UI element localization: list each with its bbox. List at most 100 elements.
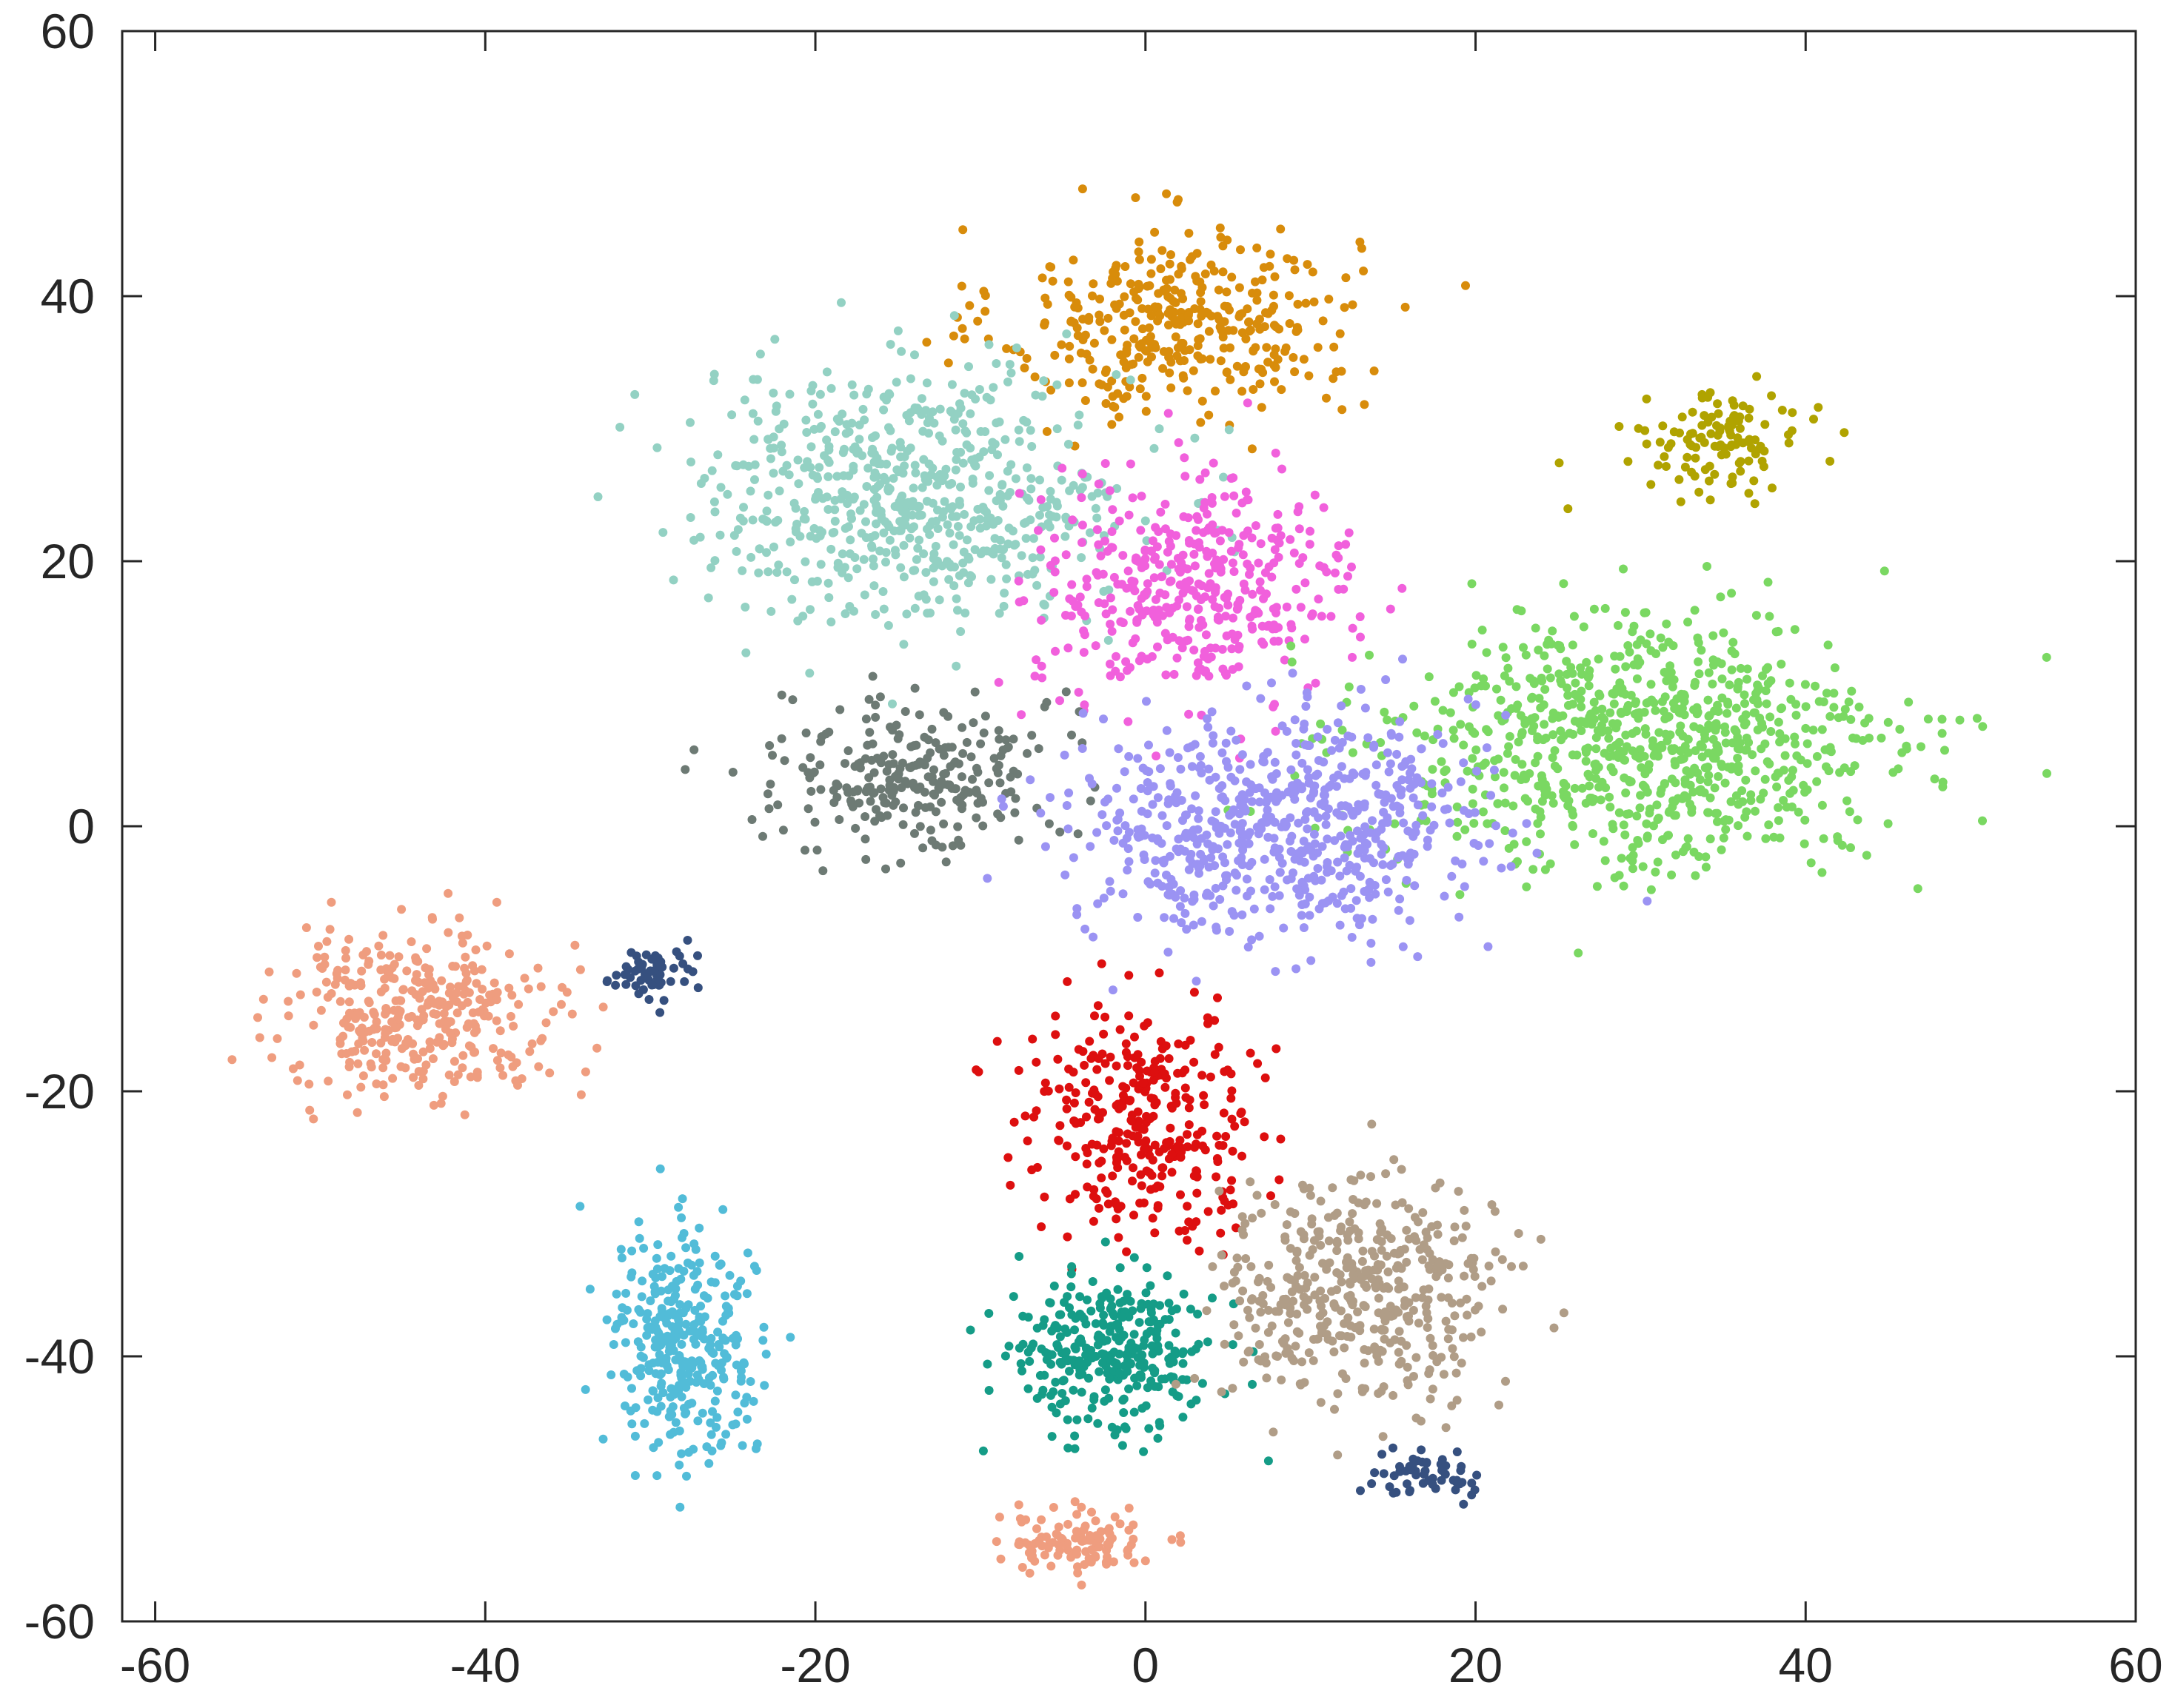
data-point (643, 1323, 652, 1333)
data-point (1082, 1159, 1092, 1169)
data-point (1680, 775, 1690, 785)
data-point (644, 1395, 653, 1404)
data-point (1181, 828, 1191, 838)
data-point (1117, 1441, 1127, 1450)
data-point (952, 512, 961, 521)
data-point (872, 519, 881, 529)
data-point (1663, 736, 1672, 746)
data-point (746, 1377, 755, 1386)
data-point (1238, 550, 1248, 560)
data-point (1474, 841, 1483, 850)
data-point (1280, 346, 1290, 356)
data-point (1263, 1456, 1273, 1466)
data-point (669, 575, 678, 585)
data-point (1056, 1310, 1066, 1319)
data-point (1451, 1485, 1460, 1495)
data-point (1486, 791, 1496, 800)
data-point (1162, 284, 1172, 293)
data-point (1065, 594, 1075, 603)
data-point (1273, 355, 1283, 364)
data-point (1256, 539, 1266, 549)
data-point (1049, 588, 1059, 597)
data-point (896, 858, 906, 868)
data-point (1420, 731, 1429, 741)
data-point (1121, 1039, 1131, 1048)
data-point (962, 737, 972, 747)
data-point (1766, 727, 1776, 736)
data-point (1113, 826, 1123, 836)
data-point (1044, 819, 1054, 828)
data-point (1540, 720, 1549, 729)
data-point (658, 1388, 668, 1398)
data-point (995, 1513, 1004, 1522)
data-point (1226, 726, 1236, 736)
data-point (1233, 603, 1243, 612)
data-point (1550, 746, 1560, 755)
data-point (1026, 484, 1036, 494)
data-point (1606, 743, 1616, 753)
data-point (762, 548, 771, 557)
data-point (1591, 733, 1601, 743)
data-point (769, 542, 778, 552)
data-point (504, 949, 514, 959)
data-point (1751, 611, 1761, 620)
data-point (1019, 596, 1029, 606)
data-point (364, 1026, 374, 1036)
data-point (1978, 722, 1988, 731)
data-point (1437, 1466, 1447, 1476)
data-point (1212, 1131, 1222, 1141)
data-point (1109, 572, 1119, 582)
data-point (928, 498, 938, 508)
data-point (1294, 891, 1304, 900)
data-point (1737, 786, 1747, 795)
data-point (1477, 626, 1487, 634)
data-point (898, 469, 908, 478)
data-point (1085, 1531, 1095, 1540)
data-point (1236, 245, 1245, 255)
data-point (1677, 412, 1687, 422)
data-point (1088, 291, 1097, 301)
data-point (1100, 797, 1109, 807)
data-point (1014, 835, 1023, 845)
data-point (970, 687, 980, 697)
data-point (1410, 881, 1420, 891)
data-point (1267, 678, 1276, 688)
data-point (1522, 837, 1531, 846)
data-point (1378, 860, 1388, 869)
data-point (877, 813, 886, 823)
data-point (313, 953, 322, 962)
data-point (1537, 676, 1547, 686)
data-point (1074, 1337, 1083, 1347)
data-point (1801, 723, 1811, 733)
data-point (1150, 227, 1160, 237)
data-point (1562, 657, 1571, 666)
data-point (1237, 386, 1247, 396)
data-point (675, 1381, 684, 1390)
data-point (1203, 1207, 1213, 1216)
cluster-2 (593, 298, 1240, 709)
data-point (1344, 528, 1354, 537)
data-point (980, 291, 990, 301)
data-point (1501, 711, 1511, 720)
data-point (883, 620, 893, 630)
data-point (1084, 1097, 1094, 1107)
data-point (1694, 669, 1704, 679)
data-point (1697, 742, 1707, 751)
data-point (1600, 856, 1610, 865)
data-point (1348, 768, 1357, 777)
data-point (1036, 495, 1046, 504)
data-point (1124, 510, 1134, 520)
data-point (1106, 659, 1115, 669)
data-point (1760, 739, 1770, 748)
data-point (1070, 1325, 1079, 1335)
data-point (1125, 308, 1135, 318)
data-point (1583, 673, 1593, 683)
data-point (1340, 853, 1349, 863)
data-point (1700, 734, 1710, 743)
data-point (1722, 709, 1732, 718)
data-point (1126, 1359, 1135, 1369)
data-point (1568, 640, 1577, 650)
data-point (1403, 826, 1413, 836)
data-point (1717, 845, 1726, 854)
data-point (1589, 697, 1599, 707)
